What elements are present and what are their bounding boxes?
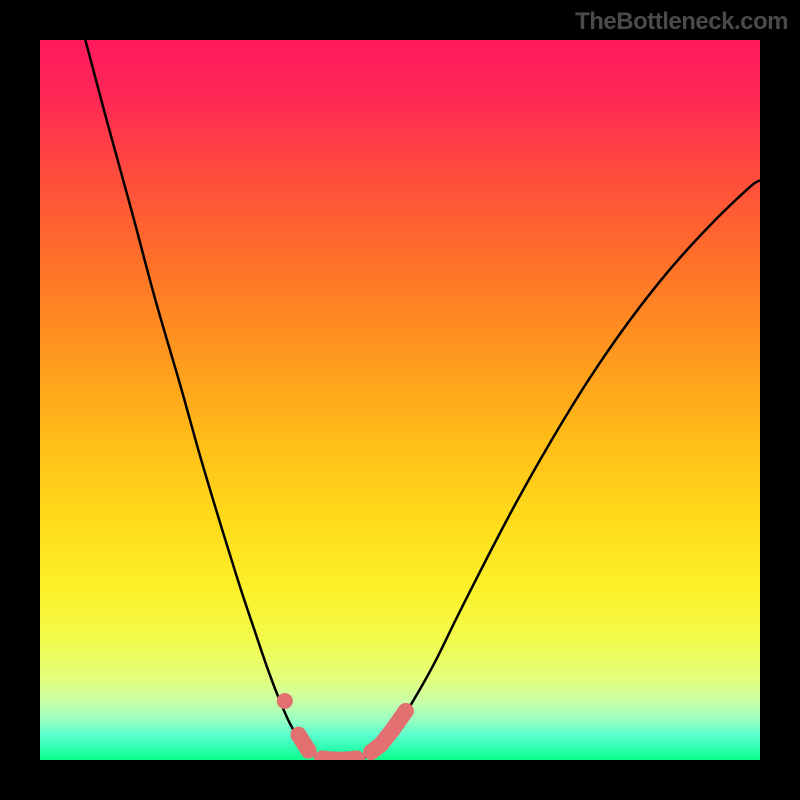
- watermark-text: TheBottleneck.com: [575, 8, 788, 36]
- bottleneck-chart: [40, 40, 760, 760]
- bottleneck-curve: [40, 40, 760, 760]
